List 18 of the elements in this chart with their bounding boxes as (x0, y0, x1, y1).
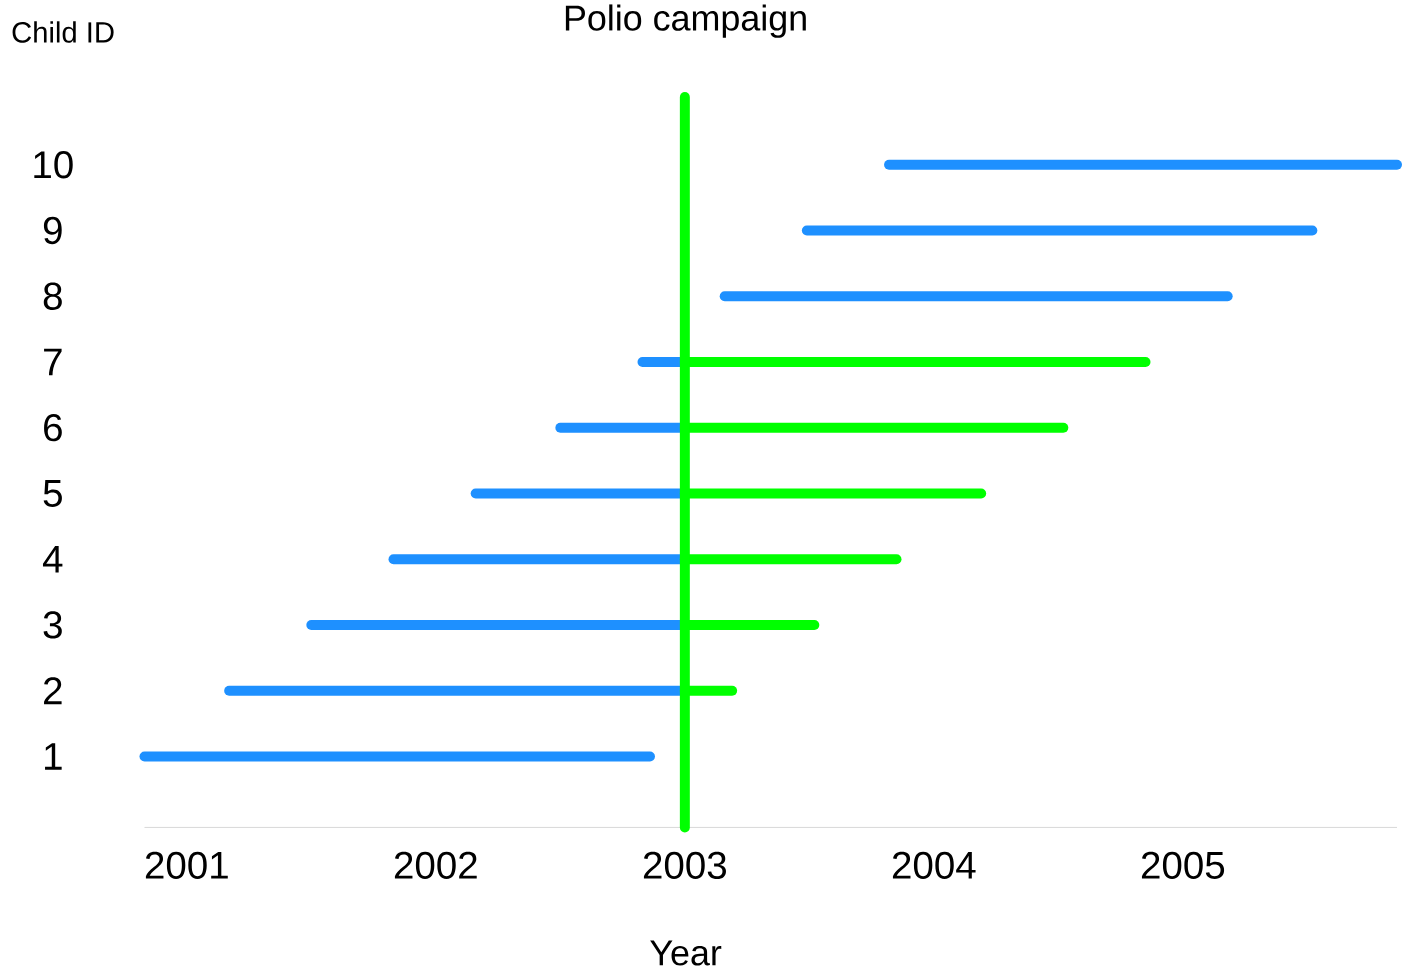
x-tick-label: 2001 (145, 851, 228, 879)
x-tick-label: 2005 (1141, 851, 1225, 879)
y-tick-label: 1 (45, 743, 62, 770)
y-tick-label: 9 (43, 216, 62, 245)
y-tick-label: 7 (44, 348, 62, 376)
y-tick-label: 8 (43, 282, 62, 310)
x-axis-title: Year (650, 940, 722, 966)
y-tick-label: 6 (44, 414, 62, 442)
y-tick-label: 2 (44, 677, 62, 705)
y-tick-label: 4 (42, 545, 63, 573)
x-tick-label: 2003 (643, 851, 726, 879)
y-tick-label: 5 (43, 480, 62, 507)
chart-title: Polio campaign (565, 4, 806, 38)
y-tick-label: 3 (43, 611, 62, 639)
x-tick-label: 2004 (892, 851, 976, 879)
y-tick-label: 10 (34, 151, 73, 179)
x-tick-label: 2002 (394, 851, 477, 879)
y-axis-title: Child ID (12, 21, 114, 43)
